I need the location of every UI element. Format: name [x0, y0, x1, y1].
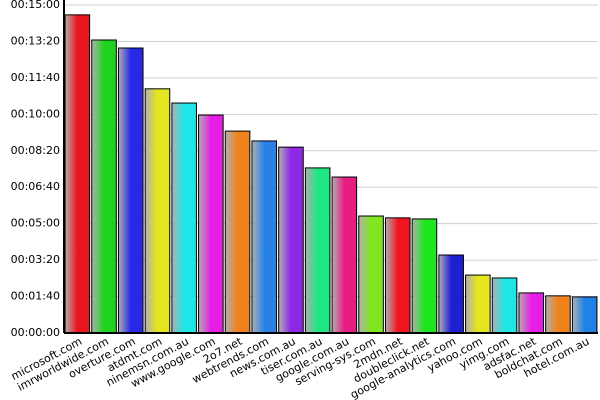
- bar: [358, 215, 384, 334]
- y-tick-label: 00:10:00: [11, 107, 60, 120]
- y-tick-label: 00:06:40: [11, 180, 60, 193]
- bar: [198, 114, 224, 334]
- bar: [278, 146, 304, 334]
- bar: [117, 47, 144, 334]
- bar: [438, 254, 464, 334]
- y-tick-label: 00:08:20: [11, 144, 60, 157]
- bar: [251, 140, 278, 334]
- bar: [64, 14, 91, 334]
- y-tick-label: 00:00:00: [11, 326, 60, 339]
- y-tick-label: 00:01:40: [11, 290, 60, 303]
- bar: [411, 218, 438, 334]
- y-tick-label: 00:11:40: [11, 71, 60, 84]
- bar: [571, 296, 598, 334]
- bar: [304, 167, 331, 334]
- y-tick-label: 00:03:20: [11, 253, 60, 266]
- bar: [518, 292, 545, 334]
- y-tick-label: 00:05:00: [11, 217, 60, 230]
- bar: [465, 274, 491, 334]
- y-tick-label: 00:15:00: [11, 0, 60, 11]
- bar: [144, 88, 171, 334]
- bar: [91, 39, 117, 334]
- y-tick-label: 00:13:20: [11, 34, 60, 47]
- bar: [545, 295, 571, 334]
- bar: [171, 102, 197, 334]
- bar: [491, 277, 518, 334]
- bar: [224, 130, 251, 334]
- bar: [384, 217, 411, 334]
- bar: [331, 176, 358, 334]
